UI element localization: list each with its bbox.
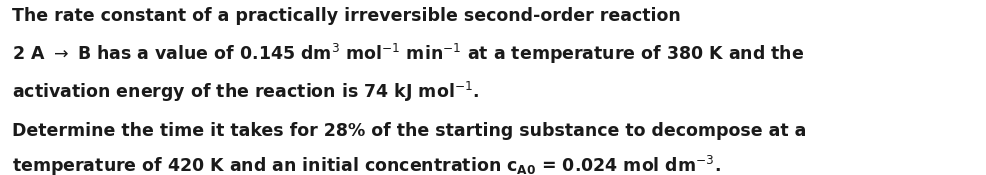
Text: activation energy of the reaction is 74 kJ mol$^{-1}$.: activation energy of the reaction is 74 …: [12, 80, 478, 104]
Text: temperature of 420 K and an initial concentration c$_{\mathregular{A0}}$ = 0.024: temperature of 420 K and an initial conc…: [12, 153, 720, 175]
Text: 2 A $\rightarrow$ B has a value of 0.145 dm$^{3}$ mol$^{-1}$ min$^{-1}$ at a tem: 2 A $\rightarrow$ B has a value of 0.145…: [12, 41, 804, 65]
Text: Determine the time it takes for 28% of the starting substance to decompose at a: Determine the time it takes for 28% of t…: [12, 122, 806, 141]
Text: The rate constant of a practically irreversible second-order reaction: The rate constant of a practically irrev…: [12, 7, 680, 25]
